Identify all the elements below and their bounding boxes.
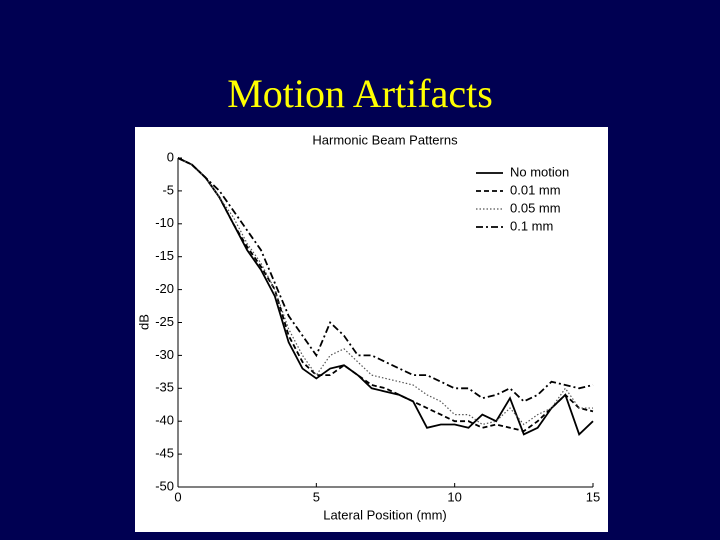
y-tick-label: -50 xyxy=(155,478,174,493)
x-tick-label: 5 xyxy=(313,489,320,504)
legend-label: 0.1 mm xyxy=(510,218,553,233)
y-axis-label: dB xyxy=(136,314,151,330)
x-tick-label: 0 xyxy=(174,489,181,504)
series-line xyxy=(177,157,594,433)
series-line xyxy=(177,157,594,403)
legend-label: 0.05 mm xyxy=(510,200,561,215)
x-tick-label: 15 xyxy=(586,489,600,504)
y-tick-label: -35 xyxy=(155,380,174,395)
series-line xyxy=(177,157,594,436)
y-tick-label: -15 xyxy=(155,248,174,263)
y-tick-label: -5 xyxy=(162,182,174,197)
y-tick-label: -10 xyxy=(155,215,174,230)
y-tick-label: 0 xyxy=(167,149,174,164)
y-tick-label: -20 xyxy=(155,281,174,296)
chart-title: Harmonic Beam Patterns xyxy=(312,132,458,147)
x-axis-label: Lateral Position (mm) xyxy=(323,507,447,522)
y-tick-label: -25 xyxy=(155,314,174,329)
y-tick-label: -40 xyxy=(155,413,174,428)
y-tick-label: -45 xyxy=(155,446,174,461)
x-tick-label: 10 xyxy=(447,489,461,504)
legend-label: 0.01 mm xyxy=(510,182,561,197)
slide-title: Motion Artifacts xyxy=(227,71,493,116)
y-tick-label: -30 xyxy=(155,347,174,362)
legend-label: No motion xyxy=(510,164,569,179)
chart-panel xyxy=(135,127,608,532)
series-line xyxy=(177,157,593,426)
